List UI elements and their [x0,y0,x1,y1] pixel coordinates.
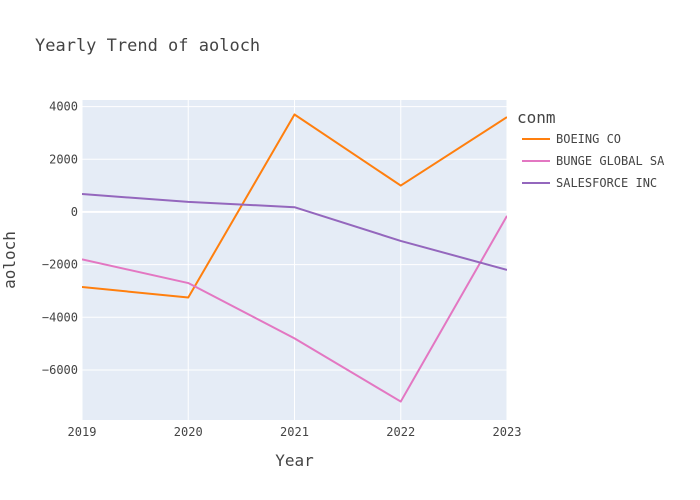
y-tick-label: 2000 [49,152,78,166]
x-tick-labels: 2019 2020 2021 2022 2023 [68,425,522,439]
series-line-bunge-global-sa [82,215,507,403]
x-tick-label: 2022 [386,425,415,439]
x-axis-title: Year [275,451,314,470]
series-lines [82,113,507,403]
x-tick-label: 2021 [280,425,309,439]
chart-title: Yearly Trend of aoloch [35,36,260,56]
y-tick-label: −4000 [42,310,78,324]
series-line-boeing-co [82,113,507,299]
legend-label: SALESFORCE INC [556,176,657,190]
y-tick-labels: −6000 −4000 −2000 0 2000 4000 [42,100,78,377]
y-axis-title: aoloch [0,231,19,289]
y-tick-label: −2000 [42,258,78,272]
y-tick-label: 4000 [49,100,78,114]
y-tick-label: 0 [71,205,78,219]
x-tick-label: 2020 [174,425,203,439]
grid-lines [81,100,508,420]
y-tick-label: −6000 [42,363,78,377]
x-tick-label: 2023 [493,425,522,439]
legend-title: conm [517,108,556,127]
legend-label: BUNGE GLOBAL SA [556,154,665,168]
legend-label: BOEING CO [556,132,621,146]
x-tick-label: 2019 [68,425,97,439]
series-line-salesforce-inc [82,193,507,271]
legend: conm BOEING CO BUNGE GLOBAL SA SALESFORCE … [517,108,665,190]
